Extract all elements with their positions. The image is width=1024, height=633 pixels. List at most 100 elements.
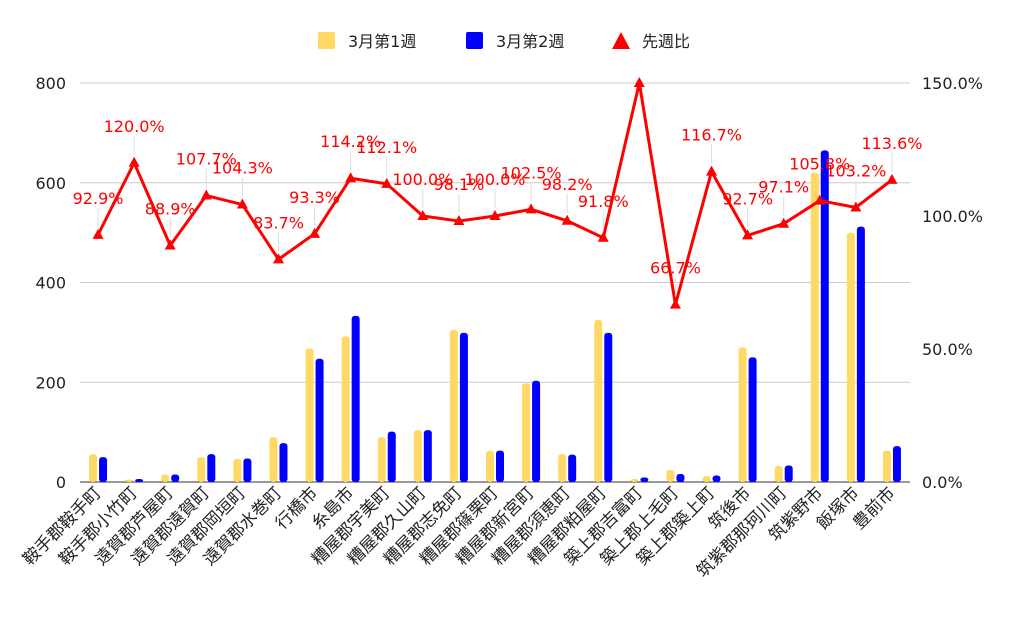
bar-week1: [810, 172, 819, 482]
ratio-data-label: 103.2%: [825, 161, 886, 180]
bar-week2: [243, 458, 252, 482]
ratio-point-marker: [597, 231, 609, 242]
category-label: 豊前市: [849, 483, 899, 533]
ratio-point-marker: [886, 173, 898, 184]
ratio-data-label: 100.0%: [464, 170, 525, 189]
bar-week1: [558, 454, 567, 482]
ratio-data-label: 113.6%: [861, 134, 922, 153]
bar-week2: [387, 431, 396, 482]
bar-week2: [748, 357, 757, 482]
ratio-point-marker: [669, 298, 681, 309]
left-tick-label: 800: [35, 74, 66, 93]
category-axis: 鞍手郡鞍手町鞍手郡小竹町遠賀郡芦屋町遠賀郡遠賀町遠賀郡岡垣町遠賀郡水巻町行橋市糸…: [19, 483, 899, 581]
bar-week2: [99, 457, 108, 482]
bar-week2: [532, 380, 541, 482]
bar-week2: [459, 332, 468, 482]
bar-week2: [784, 465, 793, 482]
bar-week1: [846, 232, 855, 482]
right-tick-label: 0.0%: [922, 473, 963, 492]
ratio-point-marker: [164, 239, 176, 250]
bar-week1: [486, 450, 494, 482]
left-tick-label: 0: [56, 473, 66, 492]
bar-week2: [423, 430, 432, 482]
bar-week2: [856, 226, 865, 482]
legend-label: 3月第1週: [348, 32, 416, 51]
legend: 3月第1週 3月第2週 先週比: [318, 32, 690, 51]
bar-week2: [207, 454, 216, 482]
bar-week1: [125, 479, 134, 482]
bar-week1: [161, 474, 170, 482]
ratio-data-label: 114.2%: [320, 132, 381, 151]
bar-week2: [640, 477, 649, 482]
gridlines: [80, 82, 910, 483]
bar-week1: [666, 470, 675, 482]
bar-week2: [279, 443, 288, 482]
bar-week2: [892, 446, 901, 482]
ratio-point-marker: [272, 253, 284, 264]
right-tick-label: 50.0%: [922, 340, 973, 359]
bar-week1: [197, 457, 206, 482]
bar-week2: [604, 332, 613, 482]
bar-week2: [676, 474, 685, 482]
ratio-data-label: 120.0%: [104, 117, 165, 136]
legend-label: 3月第2週: [496, 32, 564, 51]
ratio-data-label: 66.7%: [650, 259, 701, 278]
left-tick-label: 400: [35, 274, 66, 293]
ratio-point-marker: [309, 227, 321, 238]
ratio-data-label: 116.7%: [681, 126, 742, 145]
bars: [89, 150, 901, 483]
bar-week2: [135, 479, 144, 482]
left-tick-label: 600: [35, 174, 66, 193]
bar-week2: [351, 315, 360, 482]
bar-week1: [738, 347, 747, 482]
ratio-point-marker: [814, 194, 826, 205]
right-axis: 0.0% 50.0% 100.0% 150.0%: [922, 74, 983, 492]
bar-week2: [820, 150, 829, 483]
bar-week2: [496, 450, 504, 482]
ratio-data-label: 104.3%: [212, 159, 273, 178]
ratio-data-label: 91.8%: [578, 192, 629, 211]
ratio-data-label: 83.7%: [253, 213, 304, 232]
data-labels: 92.9% 120.0% 88.9% 107.7%104.3% 83.7% 93.3% 11…: [73, 117, 922, 297]
ratio-point-marker: [850, 201, 862, 212]
bar-week1: [341, 336, 350, 482]
ratio-data-label: 93.3%: [289, 188, 340, 207]
bar-week2: [171, 474, 180, 482]
bar-week2: [568, 454, 577, 482]
ratio-point-marker: [381, 177, 393, 188]
legend-swatch: [318, 32, 335, 49]
ratio-point-marker: [706, 165, 718, 176]
ratio-point-marker: [417, 210, 429, 220]
ratio-point-marker: [200, 189, 212, 200]
ratio-point-marker: [128, 156, 140, 167]
ratio-data-label: 112.1%: [356, 138, 417, 157]
bar-week1: [449, 329, 458, 482]
bar-week2: [712, 475, 721, 482]
ratio-data-label: 98.2%: [542, 175, 593, 194]
bar-week1: [594, 319, 603, 482]
ratio-data-label: 107.7%: [176, 150, 237, 169]
bar-week2: [315, 358, 324, 482]
bar-week1: [774, 466, 783, 482]
ratio-data-label: 105.8%: [789, 155, 850, 174]
ratio-point-marker: [778, 217, 790, 228]
ratio-line: [92, 77, 898, 309]
left-tick-label: 200: [35, 373, 66, 392]
legend-label: 先週比: [642, 32, 690, 51]
bar-week1: [305, 348, 314, 482]
ratio-data-label: 102.5%: [501, 163, 562, 182]
bar-week1: [377, 437, 386, 482]
ratio-point-marker: [92, 228, 104, 239]
ratio-point-marker: [525, 203, 537, 214]
ratio-point-marker: [561, 214, 573, 225]
ratio-data-label: 88.9%: [145, 200, 196, 219]
bar-week1: [269, 437, 278, 482]
ratio-point-marker: [236, 198, 248, 209]
left-axis: 0 200 400 600 800: [35, 74, 66, 492]
bar-week1: [882, 450, 891, 482]
legend-swatch: [612, 32, 630, 49]
legend-swatch: [466, 32, 483, 49]
ratio-data-label: 92.9%: [73, 189, 124, 208]
bar-week1: [233, 459, 242, 482]
